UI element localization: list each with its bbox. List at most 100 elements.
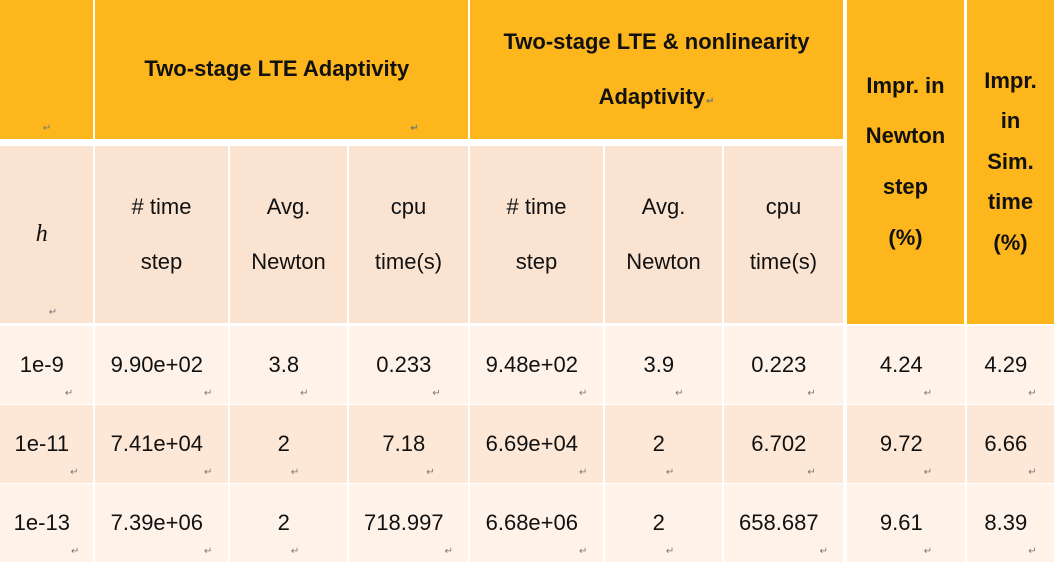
- cell-value: 6.69e+04: [485, 430, 578, 456]
- subheader-col-4-line-0: Avg.: [641, 193, 686, 219]
- row-h-value: 1e-9 ↵: [0, 326, 93, 404]
- row-h-value: 1e-11 ↵: [0, 405, 93, 483]
- paragraph-mark-icon: ↵: [923, 546, 933, 557]
- paragraph-mark-icon: ↵: [665, 546, 675, 557]
- paragraph-mark-icon: ↵: [444, 546, 453, 557]
- subheader-col-4-line-1: Newton: [626, 248, 701, 274]
- paragraph-mark-icon: ↵: [1028, 546, 1037, 557]
- subheader-col-0: # time step: [95, 146, 228, 323]
- impr-sim-line1: Impr.: [984, 67, 1037, 93]
- table-cell: 4.24 ↵: [847, 326, 965, 404]
- table-cell: 3.8 ↵: [230, 326, 347, 404]
- cell-value: 9.72: [879, 430, 923, 456]
- paragraph-mark-icon: ↵: [290, 546, 300, 557]
- subheader-col-3-line-1: step: [515, 248, 558, 274]
- cell-value: 6.66: [984, 430, 1028, 456]
- h-label: h: [35, 220, 48, 247]
- group-header-lte-label: Two-stage LTE Adaptivity: [144, 56, 410, 82]
- paragraph-mark-icon: ↵: [578, 388, 588, 399]
- paragraph-mark-icon: ↵: [410, 123, 419, 134]
- table-cell: 3.9 ↵: [605, 326, 722, 404]
- paragraph-mark-icon: ↵: [70, 467, 79, 478]
- table-cell: 8.39 ↵: [967, 484, 1054, 562]
- paragraph-mark-icon: ↵: [64, 388, 74, 399]
- impr-sim-line2: in: [1000, 108, 1021, 134]
- cell-value: 8.39: [984, 509, 1028, 535]
- paragraph-mark-icon: ↵: [578, 467, 588, 478]
- group-header-lte-nonlinearity-line1: Two-stage LTE & nonlinearity: [503, 28, 810, 54]
- subheader-col-3-line-0: # time: [506, 193, 567, 219]
- table-cell: 0.223 ↵: [724, 326, 843, 404]
- impr-sim-header: Impr. in Sim. time (%): [967, 0, 1054, 324]
- corner-cell: ↵: [0, 0, 93, 139]
- impr-newton-line2: Newton: [865, 123, 946, 149]
- subheader-col-5-line-0: cpu: [765, 193, 802, 219]
- subheader-col-5-line-1: time(s): [749, 248, 818, 274]
- cell-value: 2: [277, 430, 290, 456]
- paragraph-mark-icon: ↵: [923, 467, 933, 478]
- table-cell: 7.41e+04 ↵: [95, 405, 228, 483]
- table-cell: 2 ↵: [230, 405, 347, 483]
- paragraph-mark-icon: ↵: [675, 388, 684, 399]
- subheader-col-1-line-1: Newton: [251, 248, 326, 274]
- table-cell: 2 ↵: [230, 484, 347, 562]
- paragraph-mark-icon: ↵: [819, 546, 828, 557]
- paragraph-mark-icon: ↵: [300, 388, 309, 399]
- group-header-lte-nonlinearity: Two-stage LTE & nonlinearity Adaptivity↵: [470, 0, 843, 139]
- table-cell: 6.69e+04 ↵: [470, 405, 603, 483]
- cell-value: 1e-9: [19, 351, 64, 377]
- paragraph-mark-icon: ↵: [1028, 467, 1037, 478]
- cell-value: 6.68e+06: [485, 509, 578, 535]
- impr-sim-line4: time: [987, 189, 1034, 215]
- impr-newton-line3: step: [882, 174, 929, 199]
- cell-value: 4.29: [984, 351, 1028, 377]
- paragraph-mark-icon: ↵: [705, 95, 715, 107]
- cell-value: 6.702: [751, 430, 807, 456]
- cell-value: 1e-13: [13, 509, 70, 535]
- cell-value: 718.997: [364, 509, 444, 535]
- subheader-col-0-line-1: step: [140, 248, 183, 274]
- paragraph-mark-icon: ↵: [42, 123, 52, 134]
- subheader-col-1-line-0: Avg.: [266, 193, 311, 219]
- subheader-col-1: Avg. Newton: [230, 146, 347, 323]
- impr-newton-header: Impr. in Newton step (%): [847, 0, 964, 324]
- paragraph-mark-icon: ↵: [1028, 388, 1037, 399]
- cell-value: 9.48e+02: [485, 351, 578, 377]
- subheader-col-4: Avg. Newton: [605, 146, 722, 323]
- cell-value: 9.61: [879, 509, 923, 535]
- paragraph-mark-icon: ↵: [807, 388, 816, 399]
- cell-value: 3.8: [268, 351, 300, 377]
- cell-value: 0.223: [751, 351, 807, 377]
- row-h-value: 1e-13 ↵: [0, 484, 93, 562]
- cell-value: 7.39e+06: [110, 509, 203, 535]
- impr-newton-line4: (%): [888, 224, 923, 250]
- table-cell: 7.39e+06 ↵: [95, 484, 228, 562]
- cell-value: 2: [652, 430, 665, 456]
- cell-value: 2: [277, 509, 290, 535]
- cell-value: 2: [652, 509, 665, 535]
- table-cell: 2 ↵: [605, 484, 722, 562]
- paragraph-mark-icon: ↵: [48, 307, 58, 318]
- table-cell: 658.687 ↵: [724, 484, 843, 562]
- cell-value: 7.41e+04: [110, 430, 203, 456]
- table-cell: 9.72 ↵: [847, 405, 965, 483]
- table-cell: 6.702 ↵: [724, 405, 843, 483]
- impr-sim-line3: Sim.: [987, 148, 1034, 174]
- paragraph-mark-icon: ↵: [203, 546, 213, 557]
- table-cell: 7.18 ↵: [349, 405, 468, 483]
- paragraph-mark-icon: ↵: [426, 467, 435, 478]
- paragraph-mark-icon: ↵: [203, 467, 213, 478]
- table-cell: 9.61 ↵: [847, 484, 965, 562]
- table-cell: 4.29 ↵: [967, 326, 1054, 404]
- paragraph-mark-icon: ↵: [203, 388, 213, 399]
- table-cell: 6.68e+06 ↵: [470, 484, 603, 562]
- table-cell: 9.90e+02 ↵: [95, 326, 228, 404]
- table-cell: 9.48e+02 ↵: [470, 326, 603, 404]
- h-header: h ↵: [0, 146, 93, 323]
- cell-value: 7.18: [382, 430, 426, 456]
- cell-value: 9.90e+02: [110, 351, 203, 377]
- cell-value: 4.24: [879, 351, 923, 377]
- impr-newton-line1: Impr. in: [866, 72, 945, 98]
- paragraph-mark-icon: ↵: [665, 467, 675, 478]
- table-cell: 0.233 ↵: [349, 326, 468, 404]
